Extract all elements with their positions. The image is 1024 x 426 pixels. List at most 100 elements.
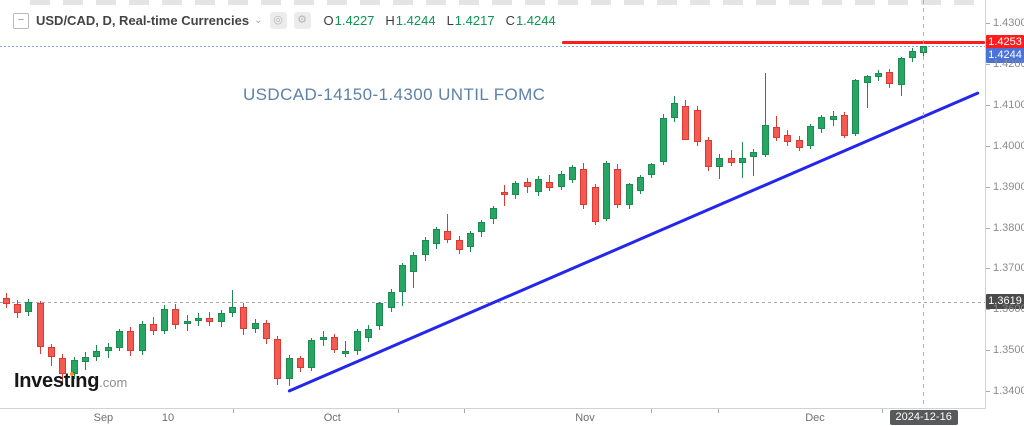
ohlc-o: O 1.4227 — [323, 13, 375, 28]
price-axis-tick — [986, 227, 990, 229]
ohlc-readout: O 1.4227 H 1.4244 L 1.4217 C 1.4244 — [324, 13, 556, 28]
candle-body — [285, 358, 293, 379]
candle-body — [818, 117, 826, 130]
reference-price-badge: 1.3619 — [986, 294, 1024, 309]
cropped-toolbar-strip — [30, 0, 1010, 5]
candle-body — [750, 151, 758, 158]
price-axis-tick — [986, 23, 990, 24]
snapshot-icon[interactable]: ◎ — [269, 12, 287, 29]
candle-body — [342, 350, 350, 355]
price-axis[interactable]: 1.4253 1.4244 1.3619 1.4300 1.4200 1.4100 1… — [986, 0, 1024, 408]
time-axis-label: Dec — [805, 412, 825, 424]
candle-body — [535, 178, 542, 193]
candle-body — [478, 222, 486, 232]
candle-body — [546, 181, 554, 189]
candle-body — [716, 157, 724, 168]
candle-body — [172, 308, 180, 325]
candle-body — [138, 324, 146, 352]
candle-body — [761, 124, 769, 155]
candle-wick — [345, 340, 347, 358]
resistance-line-drawing[interactable] — [562, 40, 985, 44]
time-axis-tick — [717, 409, 719, 413]
crosshair-vertical-line — [923, 0, 925, 408]
last-price-badge: 1.4244 — [986, 48, 1024, 64]
candle-body — [217, 313, 225, 323]
candle-body — [693, 109, 701, 143]
candle-body — [908, 50, 916, 58]
candle-body — [376, 303, 384, 327]
candle-body — [784, 135, 792, 143]
chart-plot-area[interactable]: USDCAD-14150-1.4300 UNTIL FOMC Investing… — [0, 0, 986, 409]
collapse-icon[interactable]: − — [13, 12, 29, 29]
price-axis-label: 1.3900 — [993, 180, 1024, 193]
candle-body — [149, 324, 157, 332]
candle-body — [523, 181, 531, 188]
candle-body — [274, 338, 282, 379]
candle-body — [557, 173, 565, 187]
candle-body — [874, 72, 882, 77]
candle-body — [886, 72, 894, 84]
candle-body — [161, 308, 169, 332]
candle-body — [648, 164, 656, 175]
resistance-price-badge: 1.4253 — [986, 34, 1024, 50]
candle-body — [489, 207, 497, 219]
settings-gear-icon[interactable]: ⚙ — [293, 12, 311, 29]
candle-body — [705, 140, 712, 168]
candle-body — [852, 80, 860, 134]
price-axis-label: 1.3400 — [993, 385, 1024, 398]
candle-body — [433, 229, 440, 244]
candle-body — [421, 239, 429, 255]
candle-body — [319, 336, 327, 340]
candle-body — [682, 106, 690, 140]
price-axis-label: 1.3500 — [993, 344, 1024, 357]
candle-wick — [232, 289, 234, 318]
trendline-drawing[interactable] — [287, 91, 980, 394]
price-axis-label: 1.4000 — [993, 139, 1024, 152]
candle-body — [2, 297, 10, 305]
candle-body — [455, 239, 463, 250]
chevron-down-icon[interactable]: ⌄ — [254, 15, 263, 26]
candle-body — [772, 126, 780, 139]
candle-body — [331, 336, 339, 351]
ohlc-c: C 1.4244 — [505, 13, 556, 28]
candle-body — [25, 301, 33, 313]
time-axis-tick — [463, 409, 465, 413]
candle-body — [727, 157, 735, 163]
candle-wick — [504, 184, 505, 207]
investing-logo[interactable]: Investing.com — [14, 370, 127, 393]
candle-body — [308, 339, 316, 369]
candle-body — [183, 321, 191, 325]
candle-body — [512, 183, 520, 195]
time-axis[interactable]: 2024-12-16 Sep 10 Oct Nov Dec — [0, 409, 1024, 426]
candle-body — [625, 184, 633, 206]
chart-annotation-text[interactable]: USDCAD-14150-1.4300 UNTIL FOMC — [243, 85, 546, 104]
logo-text: Invest — [14, 370, 71, 392]
price-axis-tick — [986, 145, 990, 147]
candle-body — [13, 304, 21, 313]
candle-body — [263, 323, 271, 339]
price-axis-tick — [986, 104, 990, 106]
time-axis-tick — [650, 409, 652, 413]
price-axis-label: 1.3700 — [993, 262, 1024, 275]
candle-body — [591, 187, 599, 223]
price-axis-tick — [986, 186, 990, 188]
chart-header: − USD/CAD, D, Real-time Currencies ⌄ ◎ ⚙… — [13, 12, 556, 29]
price-axis-label: 1.3800 — [993, 221, 1024, 234]
time-axis-label: Nov — [575, 412, 595, 424]
logo-text: ng — [75, 370, 100, 392]
candle-body — [387, 291, 395, 309]
candle-body — [81, 357, 89, 363]
price-axis-tick — [986, 350, 990, 352]
candle-body — [59, 357, 67, 374]
candle-body — [240, 306, 248, 329]
price-axis-label: 1.4100 — [993, 98, 1024, 111]
candle-body — [399, 264, 407, 292]
candle-body — [467, 233, 474, 248]
candle-body — [115, 330, 123, 349]
candle-body — [603, 162, 610, 219]
time-axis-tick — [398, 409, 399, 413]
candle-body — [739, 158, 746, 163]
price-axis-tick — [986, 63, 990, 65]
time-axis-tick — [232, 409, 234, 413]
